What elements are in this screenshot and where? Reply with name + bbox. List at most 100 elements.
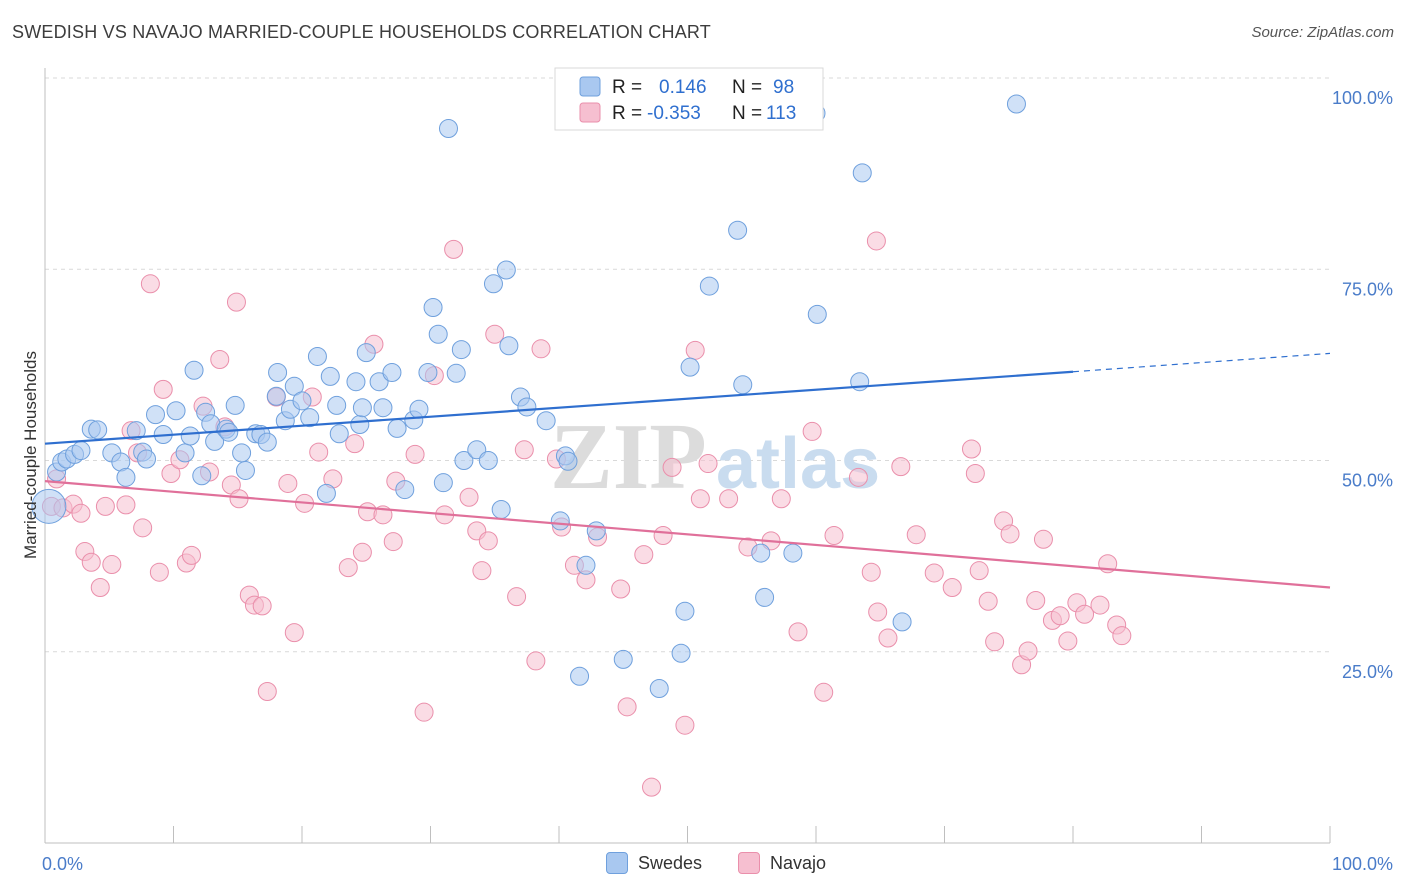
- navajo-point: [634, 545, 654, 565]
- swedes-point: [235, 460, 255, 480]
- navajo-point: [352, 542, 372, 562]
- navajo-point: [405, 444, 425, 464]
- y-tick-label: 50.0%: [1342, 471, 1393, 491]
- watermark: ZIP atlas: [550, 405, 880, 509]
- swedes-point: [350, 415, 370, 435]
- swedes-point: [266, 386, 286, 406]
- navajo-point: [309, 442, 329, 462]
- navajo-point: [1026, 590, 1046, 610]
- legend-bottom: Swedes Navajo: [0, 852, 1406, 878]
- swedes-point: [300, 408, 320, 428]
- swedes-point: [751, 543, 771, 563]
- navajo-point: [485, 324, 505, 344]
- navajo-point: [71, 503, 91, 523]
- navajo-point: [611, 579, 631, 599]
- navajo-point: [161, 464, 181, 484]
- swedes-point: [446, 363, 466, 383]
- swedes-point: [483, 274, 503, 294]
- legend-top-swatch-navajo: [579, 102, 601, 123]
- legend-top-n-value-swedes: 98: [773, 77, 794, 98]
- swedes-point: [292, 391, 312, 411]
- navajo-point: [257, 682, 277, 702]
- swedes-point: [755, 587, 775, 607]
- swedes-point: [451, 340, 471, 360]
- navajo-point: [969, 561, 989, 581]
- swedes-point: [382, 363, 402, 383]
- navajo-point: [906, 525, 926, 545]
- swedes-point: [550, 511, 570, 531]
- legend-item-navajo[interactable]: Navajo: [738, 852, 826, 874]
- navajo-point: [942, 577, 962, 597]
- swedes-point: [728, 220, 748, 240]
- navajo-point: [878, 628, 898, 648]
- legend-item-swedes[interactable]: Swedes: [606, 852, 702, 874]
- swedes-point: [783, 543, 803, 563]
- swedes-point: [268, 363, 288, 383]
- swedes-point: [733, 375, 753, 395]
- swedes-point: [184, 360, 204, 380]
- swedes-point: [137, 449, 157, 469]
- navajo-point: [133, 518, 153, 538]
- navajo-point: [719, 489, 739, 509]
- swedes-point: [409, 399, 429, 419]
- legend-top-r-value-swedes: 0.146: [659, 77, 707, 98]
- swedes-point: [675, 601, 695, 621]
- swedes-point: [192, 466, 212, 486]
- navajo-point: [866, 231, 886, 251]
- navajo-point: [507, 587, 527, 607]
- swedes-point: [329, 424, 349, 444]
- navajo-point: [526, 651, 546, 671]
- swedes-point: [88, 420, 108, 440]
- swedes-point: [649, 678, 669, 698]
- swedes-point: [71, 441, 91, 461]
- swedes-point: [146, 405, 166, 425]
- navajo-trend-line: [44, 480, 1331, 589]
- navajo-point: [116, 495, 136, 515]
- swedes-point: [423, 298, 443, 317]
- navajo-point: [1050, 606, 1070, 626]
- y-tick-label: 75.0%: [1342, 279, 1393, 299]
- swedes-point: [852, 163, 872, 183]
- swedes-point: [369, 372, 389, 392]
- navajo-point: [848, 467, 868, 487]
- watermark-atlas: atlas: [716, 424, 880, 504]
- legend-top-r-label-swedes: R =: [612, 77, 642, 98]
- swedes-point: [576, 555, 596, 575]
- swedes-point: [180, 426, 200, 446]
- swedes-point: [327, 395, 347, 415]
- navajo-point: [1058, 631, 1078, 651]
- navajo-point: [1090, 595, 1110, 615]
- legend-top-swatch-swedes: [579, 76, 601, 97]
- swedes-point: [517, 397, 537, 417]
- navajo-point: [788, 622, 808, 642]
- navajo-point: [662, 457, 682, 477]
- navajo-point: [278, 473, 298, 493]
- legend-top: R = 0.146 N = 98 R = -0.353 N = 113: [554, 67, 824, 131]
- swedes-point: [1006, 94, 1026, 114]
- swedes-point: [418, 363, 438, 383]
- trend-lines: [44, 352, 1331, 589]
- navajo-point: [472, 561, 492, 581]
- swedes-point: [387, 418, 407, 438]
- navajo-point: [1075, 604, 1095, 624]
- legend-swatch-swedes: [606, 852, 628, 874]
- axes: [44, 68, 1331, 844]
- y-tick-label: 100.0%: [1332, 88, 1393, 108]
- swedes-point: [491, 499, 511, 519]
- navajo-point: [459, 487, 479, 507]
- navajo-point: [985, 632, 1005, 652]
- navajo-point: [771, 489, 791, 509]
- legend-swatch-navajo: [738, 852, 760, 874]
- swedes-point: [454, 451, 474, 470]
- navajo-point: [824, 525, 844, 545]
- navajo-point: [891, 457, 911, 477]
- swedes-point: [257, 432, 277, 452]
- swedes-point: [320, 366, 340, 386]
- navajo-point: [814, 682, 834, 702]
- swedes-point: [356, 343, 376, 363]
- navajo-point: [414, 702, 434, 722]
- swedes-point: [558, 451, 578, 471]
- navajo-point: [653, 525, 673, 545]
- swedes-point: [586, 521, 606, 541]
